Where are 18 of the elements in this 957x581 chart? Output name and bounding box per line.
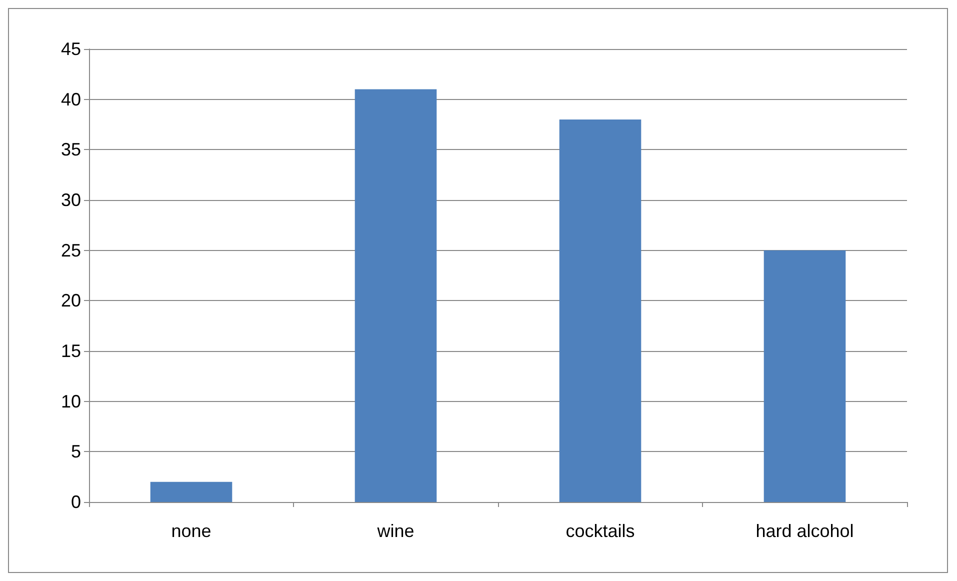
x-tick-label: hard alcohol (756, 521, 854, 541)
y-tick-label: 45 (60, 39, 81, 59)
x-tick-label: cocktails (566, 521, 635, 541)
y-tick-label: 25 (60, 240, 81, 260)
y-tick-label: 15 (60, 341, 81, 361)
bar (559, 119, 642, 502)
y-tick-label: 10 (60, 391, 81, 412)
y-tick-label: 5 (70, 442, 81, 462)
bar (764, 250, 846, 502)
x-tick-label: wine (376, 521, 414, 541)
x-tick-label: none (171, 521, 212, 541)
y-tick-label: 0 (70, 492, 81, 512)
y-tick-label: 20 (60, 290, 81, 311)
y-tick-label: 35 (60, 140, 81, 160)
bar (354, 89, 437, 502)
y-tick-label: 40 (60, 89, 81, 110)
y-tick-label: 30 (60, 190, 81, 210)
bar (150, 482, 232, 502)
